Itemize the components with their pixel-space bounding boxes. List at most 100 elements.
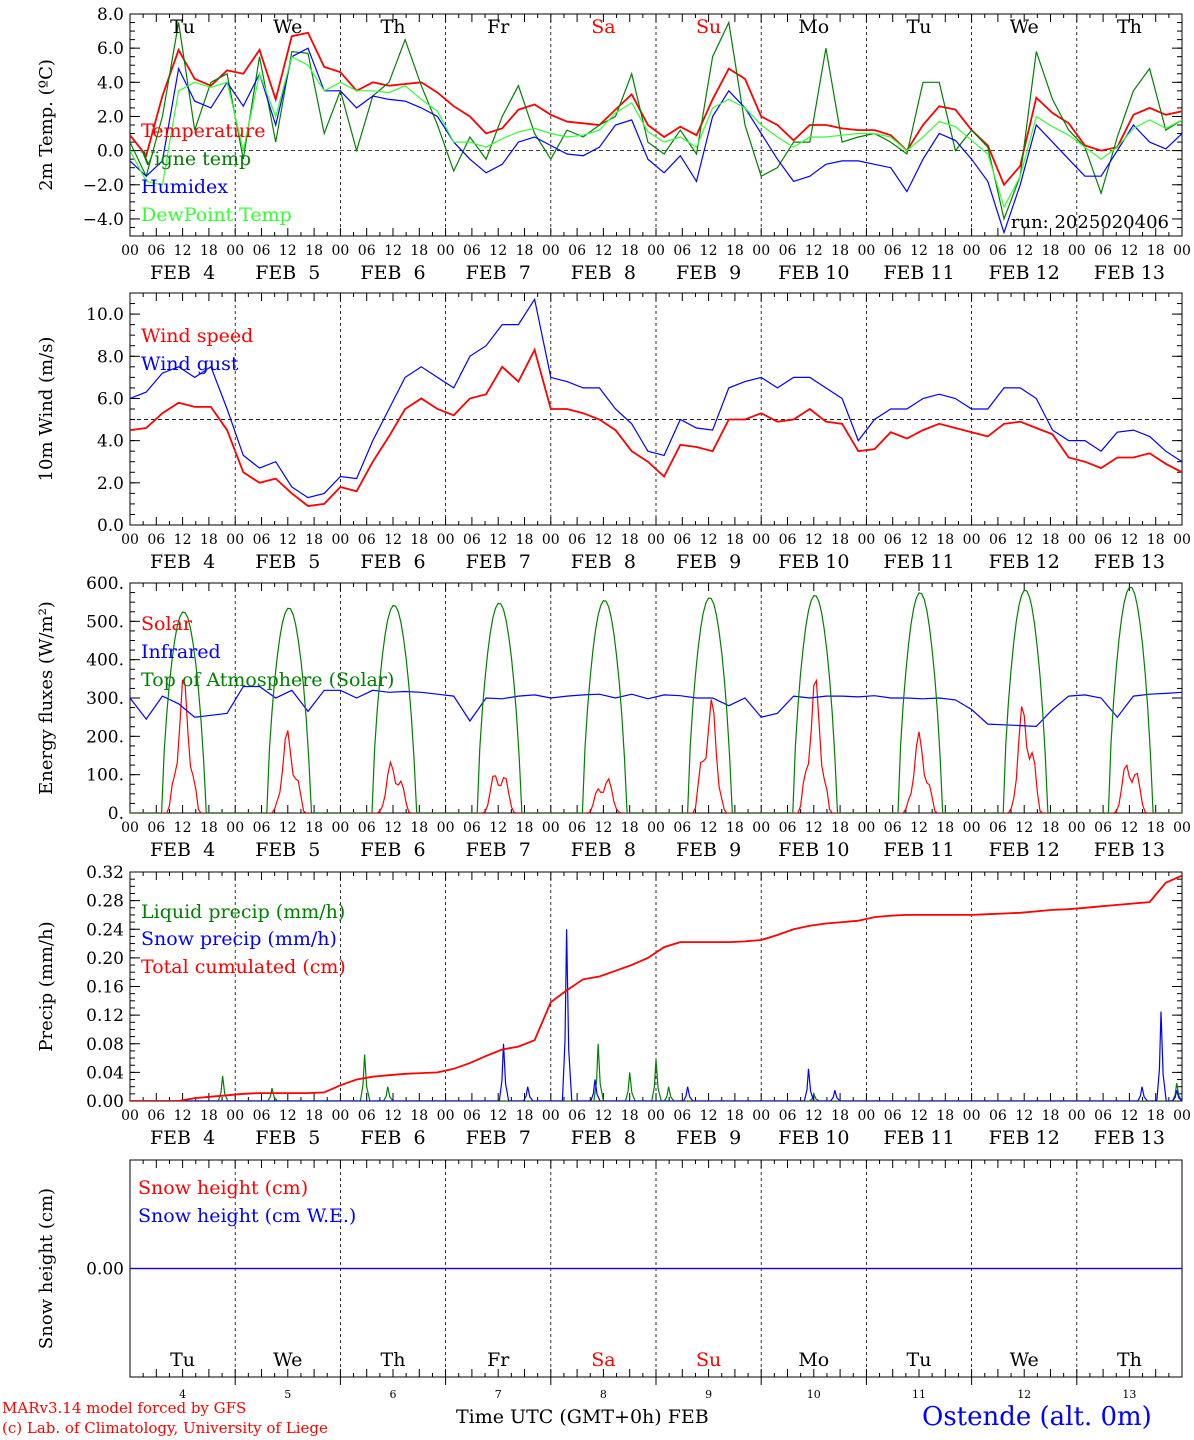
date-label: FEB 12 bbox=[989, 262, 1060, 284]
hour-label: 00 bbox=[121, 243, 139, 259]
y-tick-label: 8.0 bbox=[97, 5, 124, 25]
date-label: FEB 12 bbox=[989, 1127, 1060, 1149]
day-number: 11 bbox=[912, 1388, 926, 1401]
y-tick-label: 6.0 bbox=[97, 39, 124, 59]
hour-label: 00 bbox=[331, 243, 349, 259]
date-label: FEB 4 bbox=[150, 551, 215, 573]
hour-label: 00 bbox=[1068, 820, 1086, 836]
hour-label: 00 bbox=[857, 532, 875, 548]
hour-label: 18 bbox=[726, 820, 744, 836]
weekday-label: We bbox=[273, 1349, 302, 1371]
date-label: FEB 6 bbox=[360, 551, 425, 573]
y-tick-label: 0.08 bbox=[86, 1035, 124, 1055]
y-tick-label: 0.32 bbox=[86, 863, 124, 883]
weekday-label: Fr bbox=[487, 16, 510, 38]
hour-label: 00 bbox=[437, 820, 455, 836]
hour-label: 06 bbox=[147, 1108, 165, 1124]
hour-label: 18 bbox=[726, 532, 744, 548]
hour-label: 12 bbox=[1120, 243, 1138, 259]
hour-label: 18 bbox=[1042, 532, 1060, 548]
y-tick-label: 0.28 bbox=[86, 892, 124, 912]
hour-label: 12 bbox=[489, 243, 507, 259]
hour-label: 12 bbox=[910, 243, 928, 259]
hour-label: 18 bbox=[200, 1108, 218, 1124]
date-label: FEB 11 bbox=[883, 551, 954, 573]
hour-label: 00 bbox=[963, 1108, 981, 1124]
hour-label: 12 bbox=[1015, 532, 1033, 548]
date-label: FEB 12 bbox=[989, 551, 1060, 573]
y-tick-label: 0.00 bbox=[86, 1092, 124, 1112]
y-tick-label: 200. bbox=[86, 727, 124, 747]
hour-label: 00 bbox=[857, 820, 875, 836]
hour-label: 12 bbox=[174, 820, 192, 836]
y-tick-label: 0.0 bbox=[97, 142, 124, 162]
hour-label: 06 bbox=[779, 1108, 797, 1124]
series-group bbox=[130, 20, 1182, 235]
hour-label: 00 bbox=[542, 1108, 560, 1124]
hour-label: 00 bbox=[331, 532, 349, 548]
legend-entry: Temperature bbox=[141, 120, 265, 142]
series-line-2 bbox=[130, 47, 1182, 235]
hour-label: 12 bbox=[594, 532, 612, 548]
hour-label: 12 bbox=[805, 820, 823, 836]
hour-label: 06 bbox=[463, 243, 481, 259]
weekday-label: Tu bbox=[170, 1349, 195, 1371]
hour-label: 06 bbox=[253, 820, 271, 836]
hour-label: 00 bbox=[226, 532, 244, 548]
date-label: FEB 5 bbox=[255, 262, 320, 284]
y-axis-label: 10m Wind (m/s) bbox=[36, 337, 57, 482]
hour-label: 18 bbox=[936, 1108, 954, 1124]
legend-entry: Snow height (cm W.E.) bbox=[138, 1205, 356, 1227]
hour-label: 00 bbox=[121, 532, 139, 548]
hour-label: 06 bbox=[568, 820, 586, 836]
series-line-0 bbox=[130, 678, 1182, 813]
hour-label: 18 bbox=[621, 820, 639, 836]
date-label: FEB 11 bbox=[883, 1127, 954, 1149]
y-tick-label: 4.0 bbox=[97, 73, 124, 93]
series-group bbox=[130, 874, 1182, 1101]
hour-label: 00 bbox=[647, 243, 665, 259]
hour-label: 12 bbox=[910, 1108, 928, 1124]
hour-label: 18 bbox=[621, 532, 639, 548]
weekday-label: We bbox=[1010, 1349, 1039, 1371]
station-name: Ostende (alt. 0m) bbox=[922, 1402, 1152, 1432]
date-label: FEB 6 bbox=[360, 839, 425, 861]
y-tick-label: −2.0 bbox=[83, 176, 124, 196]
hour-label: 18 bbox=[1147, 243, 1165, 259]
hour-label: 18 bbox=[516, 243, 534, 259]
hour-label: 00 bbox=[1173, 243, 1191, 259]
hour-label: 00 bbox=[1068, 532, 1086, 548]
day-number: 12 bbox=[1017, 1388, 1031, 1401]
hour-label: 18 bbox=[831, 243, 849, 259]
hour-label: 18 bbox=[200, 243, 218, 259]
y-tick-label: 0.04 bbox=[86, 1063, 124, 1083]
hour-label: 12 bbox=[384, 243, 402, 259]
hour-label: 00 bbox=[963, 820, 981, 836]
hour-label: 06 bbox=[884, 243, 902, 259]
date-label: FEB 9 bbox=[676, 839, 741, 861]
date-label: FEB 13 bbox=[1094, 551, 1165, 573]
date-label: FEB 4 bbox=[150, 262, 215, 284]
hour-label: 12 bbox=[700, 532, 718, 548]
hour-label: 12 bbox=[700, 243, 718, 259]
hour-label: 18 bbox=[516, 820, 534, 836]
hour-label: 12 bbox=[1120, 1108, 1138, 1124]
hour-label: 00 bbox=[647, 820, 665, 836]
date-label: FEB 7 bbox=[466, 262, 531, 284]
weekday-label: Tu bbox=[907, 1349, 932, 1371]
hour-label: 12 bbox=[279, 1108, 297, 1124]
day-number: 7 bbox=[495, 1388, 502, 1401]
day-number: 5 bbox=[284, 1388, 291, 1401]
hour-label: 12 bbox=[1120, 820, 1138, 836]
date-label: FEB 8 bbox=[571, 839, 636, 861]
hour-label: 00 bbox=[647, 1108, 665, 1124]
energy-flux-panel: 600. 500. 400. 300. 200. 100. 0. Energy fluxes … bbox=[36, 574, 1191, 861]
weekday-label: Mo bbox=[798, 16, 829, 38]
weekday-label: Th bbox=[1117, 16, 1142, 38]
date-label: FEB 13 bbox=[1094, 1127, 1165, 1149]
legend-entry: Wind gust bbox=[141, 353, 239, 375]
hour-label: 06 bbox=[673, 532, 691, 548]
hour-label: 18 bbox=[621, 1108, 639, 1124]
date-label: FEB 6 bbox=[360, 1127, 425, 1149]
hour-label: 00 bbox=[752, 532, 770, 548]
